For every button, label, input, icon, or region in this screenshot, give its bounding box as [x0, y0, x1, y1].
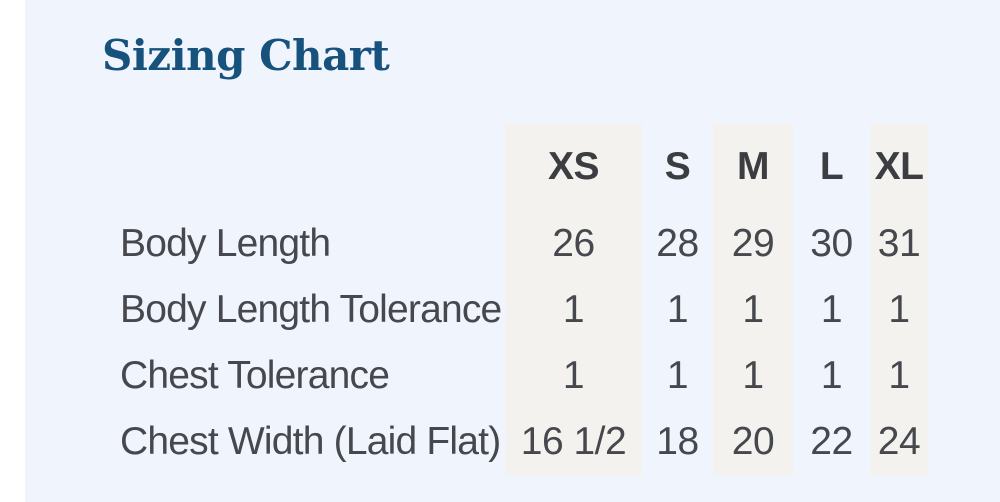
size-value: 1: [820, 288, 843, 331]
size-value: 16 1/2: [520, 420, 627, 463]
column-header-l: L: [819, 145, 844, 188]
table-row-chest-tolerance: Chest Tolerance 1 1 1 1 1: [120, 343, 928, 409]
size-value: 1: [666, 354, 689, 397]
table-row-body-length-tolerance: Body Length Tolerance 1 1 1 1 1: [120, 277, 928, 343]
row-label: Chest Tolerance: [120, 354, 390, 397]
corner-cell: [120, 123, 505, 211]
size-value: 26: [552, 222, 595, 265]
size-value: 24: [877, 420, 921, 463]
size-value: 29: [731, 222, 775, 265]
size-value: 30: [810, 222, 853, 265]
table-row-chest-width: Chest Width (Laid Flat) 16 1/2 18 20 22 …: [120, 409, 928, 475]
size-value: 1: [666, 288, 689, 331]
row-label: Body Length: [120, 222, 331, 265]
table-row-body-length: Body Length 26 28 29 30 31: [120, 211, 928, 277]
size-value: 1: [562, 354, 585, 397]
sizing-table: XS S M L XL Body Length 26 28 29 30 31 B…: [120, 123, 928, 475]
row-label: Body Length Tolerance: [120, 288, 502, 331]
left-margin-strip: [0, 0, 25, 502]
size-value: 31: [877, 222, 921, 265]
size-value: 1: [888, 354, 910, 397]
row-label: Chest Width (Laid Flat): [120, 420, 501, 463]
page-background: [25, 0, 1000, 502]
size-value: 18: [656, 420, 699, 463]
size-value: 1: [820, 354, 843, 397]
size-value: 22: [810, 420, 853, 463]
size-value: 28: [656, 222, 699, 265]
page-title: Sizing Chart: [102, 31, 390, 80]
size-value: 1: [888, 288, 910, 331]
column-header-m: M: [737, 145, 770, 188]
column-header-s: S: [664, 145, 691, 188]
size-value: 1: [562, 288, 585, 331]
size-value: 1: [742, 354, 764, 397]
column-header-xl: XL: [874, 145, 924, 188]
size-value: 1: [742, 288, 764, 331]
table-header-row: XS S M L XL: [120, 123, 928, 211]
column-header-xs: XS: [547, 145, 600, 188]
size-value: 20: [731, 420, 775, 463]
